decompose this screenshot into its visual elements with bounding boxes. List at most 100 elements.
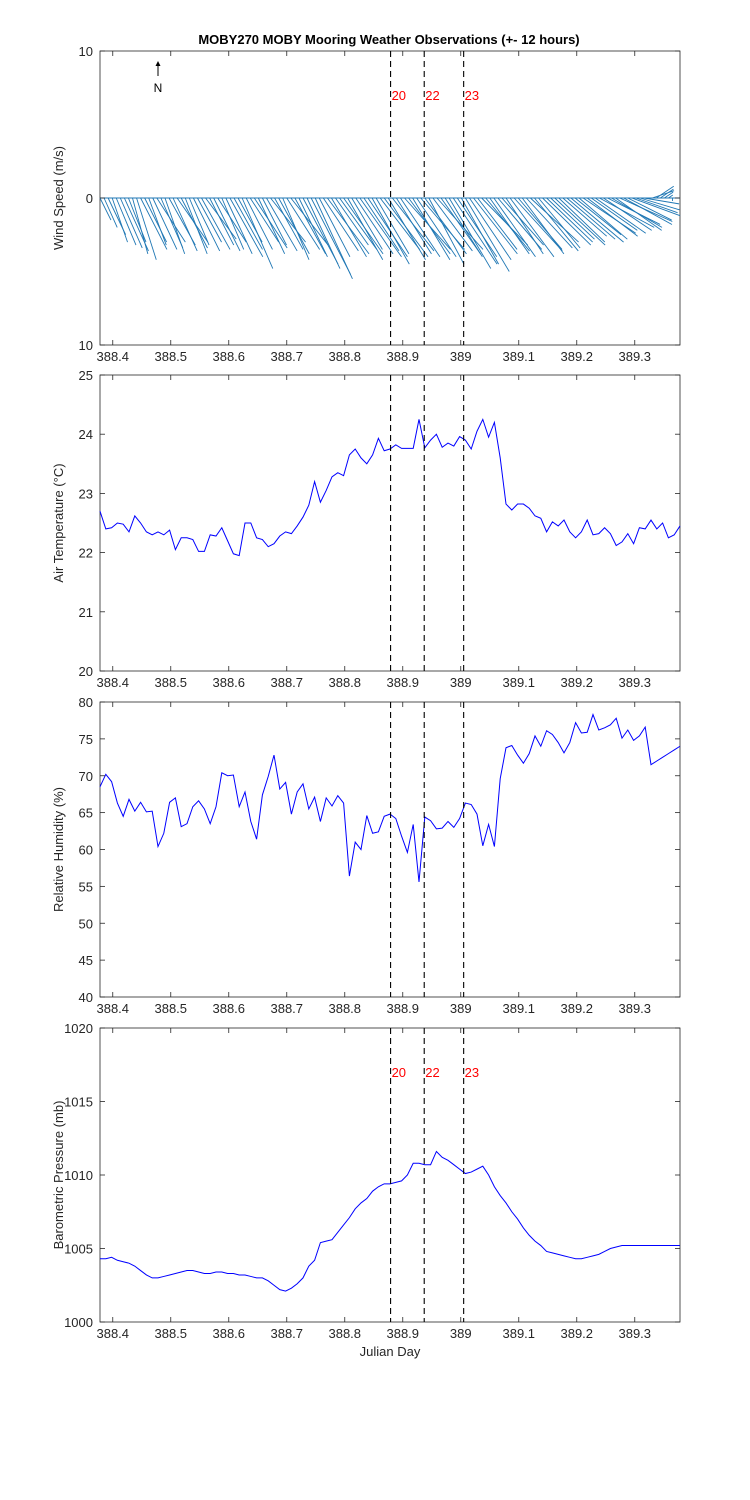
wind-speed-vector [424, 197, 467, 255]
air-temperature-x-tick-label: 388.9 [386, 675, 419, 690]
relative-humidity-y-tick-label: 40 [79, 990, 93, 1005]
wind-speed-vector [290, 197, 329, 246]
wind-speed-vector [595, 197, 647, 234]
wind-speed-vector [367, 197, 408, 258]
relative-humidity-x-tick-label: 389 [450, 1001, 472, 1016]
wind-speed-vector [217, 197, 247, 243]
north-label: N [154, 81, 163, 95]
wind-speed-vector [209, 197, 235, 246]
wind-speed-vector [355, 197, 394, 255]
air-temperature-x-tick-label: 389 [450, 675, 472, 690]
relative-humidity-x-tick-label: 389.1 [502, 1001, 535, 1016]
wind-speed-vector [546, 197, 593, 243]
wind-speed-vector [261, 197, 287, 246]
relative-humidity-x-tick-label: 389.2 [560, 1001, 593, 1016]
wind-speed-vector [469, 197, 512, 260]
wind-speed-vector [103, 197, 118, 228]
wind-speed-vector [379, 197, 420, 250]
wind-speed-y-tick-label: 0 [86, 191, 93, 206]
wind-speed-vector [631, 197, 681, 217]
figure-title: MOBY270 MOBY Mooring Weather Observation… [198, 32, 579, 47]
wind-speed-vector [493, 197, 536, 258]
wind-speed-vector [582, 197, 637, 234]
barometric-pressure-marker-label-23: 23 [465, 1065, 479, 1080]
barometric-pressure-x-tick-label: 389 [450, 1326, 472, 1341]
wind-speed-vector [298, 197, 328, 257]
barometric-pressure-y-tick-label: 1005 [64, 1242, 93, 1257]
barometric-pressure-y-tick-label: 1010 [64, 1168, 93, 1183]
wind-speed-vector [132, 197, 149, 254]
wind-speed-vector [387, 197, 426, 260]
barometric-pressure-x-tick-label: 389.1 [502, 1326, 535, 1341]
relative-humidity-x-tick-label: 388.8 [328, 1001, 361, 1016]
wind-speed-vector [473, 197, 518, 255]
wind-speed-vectors [99, 185, 681, 280]
wind-speed-vector [266, 197, 298, 252]
wind-speed-vector [339, 197, 378, 250]
wind-speed-vector [253, 197, 288, 249]
air-temperature-axes-box [99, 374, 681, 672]
chart-panels: N 20 22 23 388.4 388.5 388.6 388.7 388.8 388.9 389… [51, 44, 681, 1359]
wind-speed-vector [635, 197, 678, 214]
barometric-pressure-y-tick-label: 1000 [64, 1315, 93, 1330]
wind-speed-vector [322, 197, 359, 252]
relative-humidity-x-tick-label: 388.7 [270, 1001, 303, 1016]
relative-humidity-x-tick-label: 388.5 [154, 1001, 187, 1016]
wind-speed-vector [639, 197, 680, 211]
wind-speed-x-tick-label: 388.9 [386, 349, 419, 364]
wind-speed-vector [525, 197, 573, 249]
wind-speed-vector [184, 197, 208, 255]
wind-speed-vector [465, 197, 510, 272]
wind-speed-vector [119, 197, 143, 249]
air-temperature-x-tick-label: 389.2 [560, 675, 593, 690]
wind-speed-vector [180, 197, 208, 249]
wind-speed-vector [225, 197, 253, 255]
barometric-pressure-panel: 20 22 23 388.4 388.5 388.6 388.7 388.8 388.9 389 3… [51, 1021, 681, 1359]
wind-speed-vector [562, 197, 607, 237]
barometric-pressure-x-tick-label: 388.6 [212, 1326, 245, 1341]
wind-speed-vector [351, 197, 383, 250]
air-temperature-y-tick-label: 25 [79, 368, 93, 383]
relative-humidity-y-tick-label: 45 [79, 953, 93, 968]
wind-speed-vector [444, 197, 483, 258]
wind-speed-vector [578, 197, 628, 240]
north-arrow-icon [155, 61, 161, 66]
wind-speed-vector [331, 197, 367, 258]
air-temperature-y-label: Air Temperature (°C) [51, 463, 66, 582]
relative-humidity-y-tick-label: 80 [79, 695, 93, 710]
air-temperature-series-line [99, 418, 681, 557]
relative-humidity-x-tick-label: 388.4 [96, 1001, 129, 1016]
wind-speed-vector [432, 197, 473, 252]
relative-humidity-y-label: Relative Humidity (%) [51, 787, 66, 912]
wind-speed-y-tick-label: 10 [79, 338, 93, 353]
wind-speed-vector [314, 197, 353, 280]
wind-speed-vector [509, 197, 555, 258]
wind-speed-vector [306, 197, 341, 269]
wind-speed-y-tick-label: 10 [79, 44, 93, 59]
barometric-pressure-x-tick-label: 388.9 [386, 1326, 419, 1341]
wind-speed-vector [375, 197, 410, 255]
wind-speed-vector [152, 197, 178, 250]
wind-speed-vector [310, 197, 351, 275]
wind-speed-vector [241, 197, 274, 269]
wind-speed-vector [440, 197, 481, 255]
wind-speed-vector [302, 197, 339, 265]
wind-speed-vector [164, 197, 186, 255]
wind-speed-x-tick-label: 388.7 [270, 349, 303, 364]
wind-speed-vector [318, 197, 351, 258]
wind-speed-vector [359, 197, 402, 258]
wind-speed-vector [294, 197, 326, 255]
wind-speed-x-tick-label: 388.8 [328, 349, 361, 364]
wind-speed-vector [270, 197, 306, 243]
air-temperature-y-tick-label: 21 [79, 605, 93, 620]
wind-speed-vector [274, 197, 304, 250]
wind-speed-vector [221, 197, 245, 250]
wind-speed-vector [591, 197, 638, 231]
wind-speed-vector [115, 197, 137, 246]
wind-speed-vector [197, 197, 222, 243]
wind-speed-vector [660, 188, 674, 199]
wind-speed-vector [570, 197, 624, 243]
wind-speed-vector [534, 197, 579, 252]
barometric-pressure-x-tick-label: 388.4 [96, 1326, 129, 1341]
